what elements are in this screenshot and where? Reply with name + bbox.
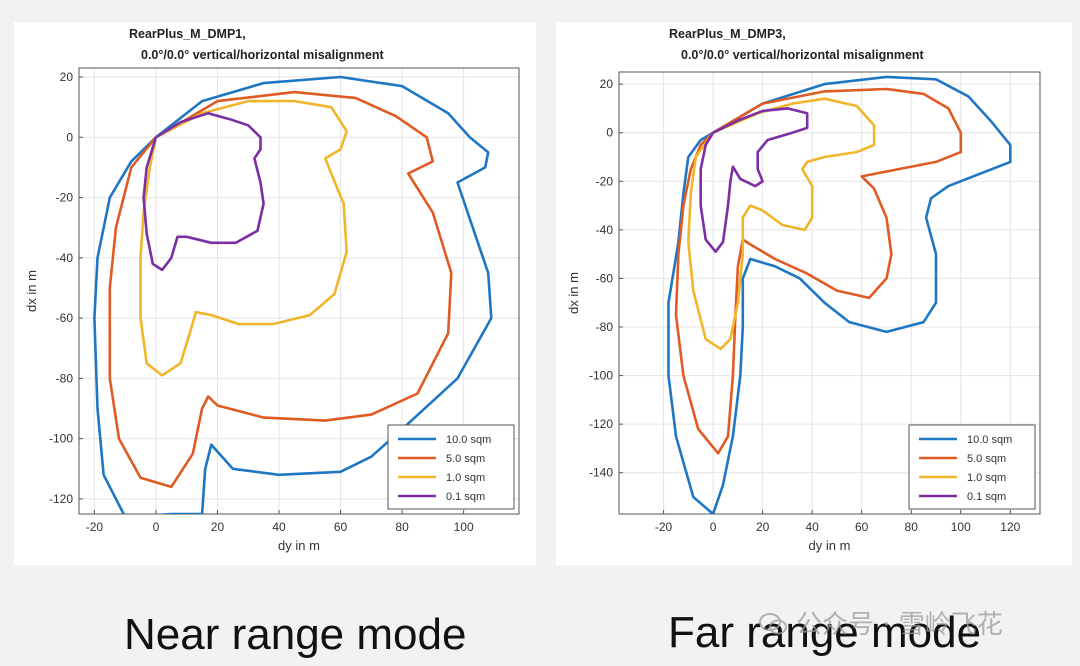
c1-xtick-label: 40 <box>805 520 819 534</box>
c1-title-line-1: RearPlus_M_DMP3, <box>669 27 786 41</box>
c0-legend: 10.0 sqm 5.0 sqm 1.0 sqm 0.1 sqm <box>387 424 515 510</box>
c1-xtick-label: -20 <box>655 520 673 534</box>
c1-title-line-2: 0.0°/0.0° vertical/horizontal misalignme… <box>681 48 925 62</box>
chart-panel-near: RearPlus_M_DMP1, 0.0°/0.0° vertical/horiz… <box>14 22 536 565</box>
c0-legend-label: 0.1 sqm <box>446 491 485 503</box>
c0-series-line-0-1-sqm <box>142 111 265 272</box>
c0-ytick-label: 0 <box>66 130 73 144</box>
c0-xtick-label: 0 <box>153 520 160 534</box>
c0-plot-frame <box>78 67 520 515</box>
caption-far-range-mode: Far range mode <box>668 608 982 657</box>
c1-series-line-5-0-sqm <box>674 87 963 455</box>
c0-series-line-10-0-sqm <box>93 75 493 514</box>
c0-xtick-label: -20 <box>86 520 104 534</box>
c0-legend-label: 5.0 sqm <box>446 453 485 465</box>
c0-legend-label: 10.0 sqm <box>446 434 491 446</box>
c1-legend-label: 5.0 sqm <box>967 453 1006 465</box>
c1-legend-label: 0.1 sqm <box>967 491 1006 503</box>
c0-xtick-label: 100 <box>454 520 474 534</box>
c0-legend-label: 1.0 sqm <box>446 472 485 484</box>
c0-xtick-label: 20 <box>211 520 225 534</box>
c0-curves <box>93 75 493 514</box>
c1-plot-frame <box>618 71 1041 515</box>
c1-ytick-label: -40 <box>596 223 614 237</box>
c1-xtick-label: 60 <box>855 520 869 534</box>
c1-xtick-label: 100 <box>951 520 971 534</box>
watermark-text: 公众号 · 雪岭飞花 <box>796 610 1003 640</box>
c1-xtick-label: 20 <box>756 520 770 534</box>
chart-far-range: RearPlus_M_DMP3, 0.0°/0.0° vertical/horiz… <box>566 27 1041 553</box>
chart-near-range: RearPlus_M_DMP1, 0.0°/0.0° vertical/horiz… <box>24 27 520 553</box>
c1-ytick-label: -60 <box>596 271 614 285</box>
c0-xtick-label: 40 <box>272 520 286 534</box>
c1-xtick-label: 80 <box>905 520 919 534</box>
c0-xtick-label: 60 <box>334 520 348 534</box>
watermark: 公众号 · 雪岭飞花 <box>758 604 1003 641</box>
c1-legend-label: 10.0 sqm <box>967 434 1012 446</box>
c1-ytick-label: -100 <box>589 369 613 383</box>
c1-series-line-1-0-sqm <box>687 97 876 351</box>
c0-ytick-label: -20 <box>56 191 74 205</box>
c1-ytick-label: 0 <box>606 126 613 140</box>
c1-ytick-label: -80 <box>596 320 614 334</box>
c1-series-line-10-0-sqm <box>667 75 1012 514</box>
c0-ytick-label: -40 <box>56 251 74 265</box>
c1-ytick-label: -120 <box>589 417 613 431</box>
c1-x-axis-label: dy in m <box>809 538 851 553</box>
c0-ytick-label: -100 <box>49 432 73 446</box>
c1-ytick-label: -20 <box>596 174 614 188</box>
c1-ytick-label: 20 <box>600 77 614 91</box>
c0-ytick-label: 20 <box>60 70 74 84</box>
c0-title-line-2: 0.0°/0.0° vertical/horizontal misalignme… <box>141 48 385 62</box>
c1-legend-label: 1.0 sqm <box>967 472 1006 484</box>
c0-ytick-label: -120 <box>49 492 73 506</box>
c0-ytick-label: -80 <box>56 371 74 385</box>
c0-x-axis-label: dy in m <box>278 538 320 553</box>
c1-series-line-0-1-sqm <box>699 107 809 253</box>
c0-series-line-5-0-sqm <box>108 90 453 489</box>
wechat-icon <box>759 613 787 635</box>
c0-y-axis-label: dx in m <box>24 270 39 312</box>
c1-xtick-label: 120 <box>1000 520 1020 534</box>
chart-panel-far: RearPlus_M_DMP3, 0.0°/0.0° vertical/horiz… <box>556 22 1072 565</box>
c0-ytick-label: -60 <box>56 311 74 325</box>
c1-xtick-label: 0 <box>710 520 717 534</box>
c1-legend: 10.0 sqm 5.0 sqm 1.0 sqm 0.1 sqm <box>908 424 1036 510</box>
c1-curves <box>667 75 1012 514</box>
c1-ytick-label: -140 <box>589 466 613 480</box>
c0-xtick-label: 80 <box>395 520 409 534</box>
c1-y-axis-label: dx in m <box>566 272 581 314</box>
caption-near-range-mode: Near range mode <box>124 610 467 659</box>
c0-series-line-1-0-sqm <box>139 99 349 377</box>
c0-title-line-1: RearPlus_M_DMP1, <box>129 27 246 41</box>
